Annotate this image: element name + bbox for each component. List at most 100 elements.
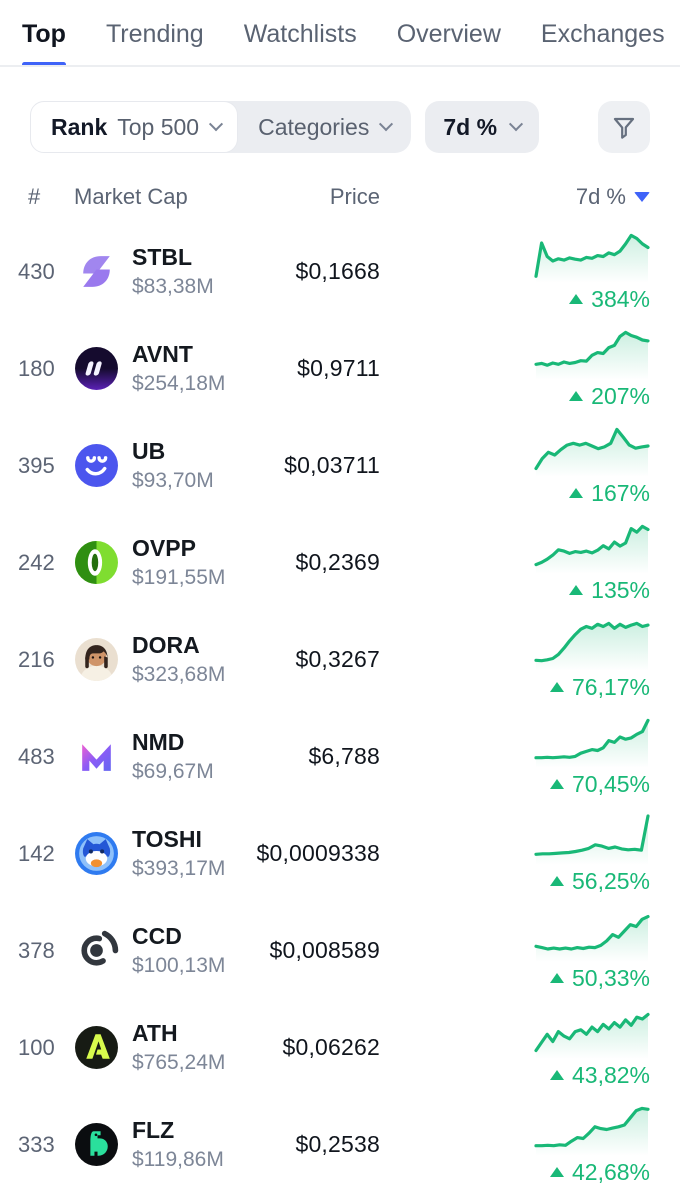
coin-symbol: DORA (132, 632, 200, 658)
coin-market-cap: $100,13M (132, 954, 226, 977)
chevron-down-icon (508, 117, 524, 132)
coin-name-cell: UB $93,70M (132, 438, 252, 493)
coin-price: $0,1668 (295, 258, 380, 284)
coin-rank: 142 (18, 840, 55, 866)
coin-rank: 242 (18, 549, 55, 575)
coin-change-cell: 135% (530, 522, 650, 604)
table-row[interactable]: 378 CCD $100,13M $0,008589 50,33% (0, 902, 680, 999)
coin-price: $0,008589 (269, 937, 380, 963)
table-row[interactable]: 100 ATH $765,24M $0,06262 43,82% (0, 999, 680, 1096)
coin-price: $0,2538 (295, 1131, 380, 1157)
coin-change: 167% (569, 480, 650, 507)
coin-name-cell: FLZ $119,86M (132, 1117, 252, 1172)
tab-overview[interactable]: Overview (396, 20, 501, 48)
table-row[interactable]: 242 OVPP $191,55M $0,2369 135% (0, 514, 680, 611)
toshi-logo (74, 831, 119, 876)
period-dropdown[interactable]: 7d % (425, 101, 540, 153)
coin-rank: 483 (18, 743, 55, 769)
coin-name-cell: NMD $69,67M (132, 729, 252, 784)
coin-price: $0,0009338 (256, 840, 380, 866)
rank-value: Top 500 (117, 113, 200, 140)
arrow-up-icon (549, 682, 564, 692)
tab-bar: Top Trending Watchlists Overview Exchanges (0, 0, 680, 67)
tab-exchanges[interactable]: Exchanges (540, 20, 665, 48)
header-rank[interactable]: # (28, 184, 41, 209)
tab-trending[interactable]: Trending (105, 20, 204, 48)
dora-avatar (74, 637, 119, 682)
header-change[interactable]: 7d % (530, 184, 650, 210)
coin-rank: 216 (18, 646, 55, 672)
header-price[interactable]: Price (329, 184, 380, 209)
filter-bar: Rank Top 500 Categories 7d % (30, 101, 650, 153)
categories-dropdown[interactable]: Categories (238, 101, 411, 153)
sparkline-chart (534, 1012, 650, 1059)
coin-market-cap: $323,68M (132, 663, 226, 686)
coin-change-cell: 207% (530, 328, 650, 410)
period-label: 7d % (443, 113, 498, 140)
arrow-up-icon (549, 876, 564, 886)
sparkline-chart (534, 330, 650, 380)
table-row[interactable]: 395 UB $93,70M $0,03711 167% (0, 417, 680, 514)
sparkline-chart (534, 621, 650, 671)
categories-label: Categories (258, 113, 370, 140)
coin-change: 135% (569, 577, 650, 604)
coin-change-cell: 70,45% (530, 716, 650, 798)
coin-price: $0,03711 (284, 452, 380, 478)
table-row[interactable]: 142 TOSHI $393,17M $0,0009338 56,25% (0, 805, 680, 902)
table-row[interactable]: 180 AVNT $254,18M $0,9711 207% (0, 320, 680, 417)
coin-symbol: FLZ (132, 1117, 175, 1143)
header-change-label: 7d % (575, 184, 626, 209)
coin-name-cell: ATH $765,24M (132, 1020, 252, 1075)
coin-market-cap: $393,17M (132, 857, 226, 880)
coin-price: $6,788 (308, 743, 380, 769)
coin-change: 56,25% (549, 868, 650, 895)
coin-market-cap: $93,70M (132, 469, 214, 492)
coin-change-cell: 42,68% (530, 1104, 650, 1186)
rank-dropdown[interactable]: Rank Top 500 (30, 101, 239, 153)
coin-rank: 180 (18, 355, 55, 381)
coin-change: 42,68% (549, 1159, 650, 1186)
coin-change-cell: 56,25% (530, 813, 650, 895)
coin-table-body: 430 STBL $83,38M $0,1668 384% 180 AVNT $… (0, 223, 680, 1193)
flz-logo (74, 1122, 119, 1167)
ovpp-logo (74, 540, 119, 585)
coin-symbol: TOSHI (132, 826, 202, 852)
filter-button[interactable] (598, 101, 650, 153)
coin-name-cell: OVPP $191,55M (132, 535, 252, 590)
coin-market-cap: $254,18M (132, 372, 226, 395)
rank-category-pill-group: Rank Top 500 Categories (30, 101, 412, 153)
sparkline-chart (534, 1106, 650, 1156)
coin-name-cell: DORA $323,68M (132, 632, 252, 687)
header-market-cap[interactable]: Market Cap (74, 184, 188, 209)
coin-name-cell: CCD $100,13M (132, 923, 252, 978)
table-row[interactable]: 216 DORA $323,68M $0,3267 76,17% (0, 611, 680, 708)
nmd-logo (74, 734, 119, 779)
funnel-icon (613, 117, 635, 139)
coin-symbol: ATH (132, 1020, 178, 1046)
coin-name-cell: STBL $83,38M (132, 244, 252, 299)
coin-name-cell: AVNT $254,18M (132, 341, 252, 396)
coin-symbol: UB (132, 438, 166, 464)
table-row[interactable]: 483 NMD $69,67M $6,788 70,45% (0, 708, 680, 805)
stbl-logo (74, 249, 119, 294)
arrow-up-icon (549, 779, 564, 789)
sparkline-chart (534, 427, 650, 477)
coin-change: 76,17% (549, 674, 650, 701)
coin-market-cap: $119,86M (132, 1148, 224, 1171)
arrow-up-icon (569, 294, 584, 304)
sparkline-chart (534, 813, 650, 865)
coin-price: $0,3267 (295, 646, 380, 672)
table-row[interactable]: 333 FLZ $119,86M $0,2538 42,68% (0, 1096, 680, 1193)
sparkline-chart (534, 718, 650, 768)
sparkline-chart (534, 914, 650, 962)
coin-rank: 430 (18, 258, 55, 284)
coin-rank: 333 (18, 1131, 55, 1157)
ccd-logo (74, 928, 119, 973)
table-row[interactable]: 430 STBL $83,38M $0,1668 384% (0, 223, 680, 320)
coin-symbol: AVNT (132, 341, 193, 367)
tab-watchlists[interactable]: Watchlists (243, 20, 357, 48)
coin-symbol: OVPP (132, 535, 196, 561)
coin-symbol: NMD (132, 729, 185, 755)
sort-desc-icon (634, 192, 650, 202)
tab-top[interactable]: Top (22, 20, 66, 65)
